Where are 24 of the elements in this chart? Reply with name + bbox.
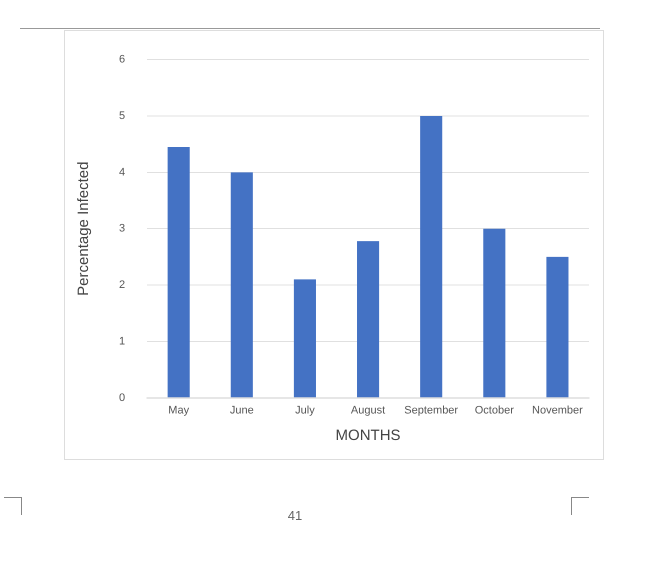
y-tick-label: 6 xyxy=(118,54,126,66)
y-tick-label: 4 xyxy=(118,166,126,178)
x-tick-label: July xyxy=(295,404,316,416)
y-tick-label: 1 xyxy=(118,335,126,348)
x-tick-label: August xyxy=(350,404,386,416)
bar xyxy=(357,241,380,398)
x-tick-label: October xyxy=(474,404,514,416)
x-tick-label: November xyxy=(532,404,584,416)
y-tick-label: 5 xyxy=(118,110,126,122)
bar xyxy=(483,228,506,398)
bar xyxy=(294,279,316,398)
y-tick-label: 3 xyxy=(118,222,126,235)
bar xyxy=(168,146,190,398)
text: 41 xyxy=(286,508,304,523)
y-tick-label: 2 xyxy=(118,279,126,292)
bar xyxy=(546,256,568,398)
x-tick-label: September xyxy=(404,404,458,416)
bar xyxy=(230,172,253,398)
x-tick-label: June xyxy=(230,404,254,416)
bar xyxy=(420,116,442,398)
y-tick-label: 0 xyxy=(118,392,126,404)
y-axis-title: Percentage Infected xyxy=(75,162,92,296)
x-tick-label: May xyxy=(168,404,190,416)
x-axis-title: MONTHS xyxy=(336,427,401,444)
